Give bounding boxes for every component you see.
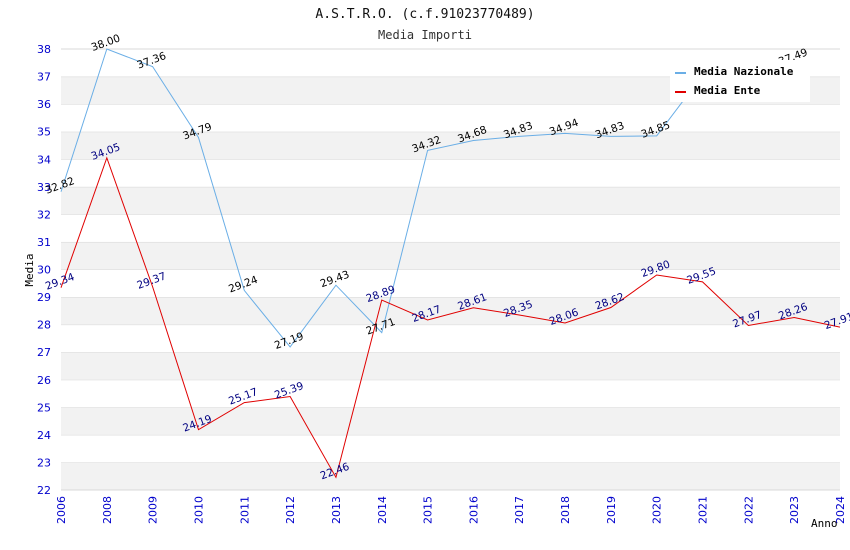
grid-band bbox=[61, 269, 840, 298]
grid-band bbox=[61, 214, 840, 242]
series-line-nazionale bbox=[60, 48, 703, 348]
y-tick-label: 28 bbox=[37, 319, 51, 332]
x-tick-label: 2010 bbox=[192, 496, 205, 524]
grid-band bbox=[61, 241, 840, 270]
grid-band bbox=[61, 434, 840, 463]
x-tick-label: 2020 bbox=[651, 496, 664, 524]
legend: Media Nazionale Media Ente bbox=[670, 60, 810, 102]
y-tick-label: 24 bbox=[37, 429, 51, 442]
x-tick-label: 2013 bbox=[330, 496, 343, 524]
x-tick-label: 2021 bbox=[697, 496, 710, 524]
y-tick-label: 32 bbox=[37, 208, 51, 221]
grid-band bbox=[61, 159, 840, 187]
series-lines bbox=[60, 48, 841, 479]
grid-band bbox=[61, 324, 840, 353]
x-axis-ticks: 2006 2008 2009 2010 2011 2012 2013 2014 2015 2016… bbox=[55, 496, 847, 524]
x-axis-label: Anno bbox=[811, 517, 838, 530]
x-tick-label: 2012 bbox=[284, 496, 297, 524]
x-tick-label: 2016 bbox=[467, 496, 480, 524]
x-tick-label: 2011 bbox=[238, 496, 251, 524]
legend-label-ente: Media Ente bbox=[694, 84, 761, 97]
y-tick-label: 36 bbox=[37, 98, 51, 111]
y-tick-label: 26 bbox=[37, 374, 51, 387]
x-tick-label: 2023 bbox=[788, 496, 801, 524]
x-tick-label: 2022 bbox=[742, 496, 755, 524]
y-tick-label: 27 bbox=[37, 346, 51, 359]
x-tick-label: 2014 bbox=[376, 496, 389, 524]
y-tick-label: 33 bbox=[37, 181, 51, 194]
grid-band bbox=[61, 297, 840, 325]
x-tick-label: 2006 bbox=[55, 496, 68, 524]
x-tick-label: 2015 bbox=[422, 496, 435, 524]
y-tick-label: 38 bbox=[37, 43, 51, 56]
grid-band bbox=[61, 104, 840, 132]
x-tick-label: 2008 bbox=[101, 496, 114, 524]
y-tick-label: 31 bbox=[37, 236, 51, 249]
y-tick-label: 25 bbox=[37, 401, 51, 414]
y-tick-label: 23 bbox=[37, 456, 51, 469]
y-tick-label: 30 bbox=[37, 264, 51, 277]
x-tick-label: 2009 bbox=[147, 496, 160, 524]
chart-subtitle: Media Importi bbox=[378, 28, 472, 42]
grid-band bbox=[61, 462, 840, 490]
plot-bands bbox=[61, 48, 840, 491]
legend-label-nazionale: Media Nazionale bbox=[694, 65, 794, 78]
chart-title: A.S.T.R.O. (c.f.91023770489) bbox=[315, 7, 534, 22]
grid-band bbox=[61, 407, 840, 435]
x-tick-label: 2024 bbox=[834, 496, 847, 524]
grid-band bbox=[61, 379, 840, 408]
y-tick-label: 22 bbox=[37, 484, 51, 497]
x-tick-label: 2017 bbox=[513, 496, 526, 524]
x-tick-label: 2019 bbox=[605, 496, 618, 524]
legend-box bbox=[670, 60, 810, 102]
grid-band bbox=[61, 186, 840, 215]
y-tick-label: 35 bbox=[37, 126, 51, 139]
x-tick-label: 2018 bbox=[559, 496, 572, 524]
series-line-ente bbox=[60, 156, 841, 479]
y-axis-ticks: 22 23 24 25 26 27 28 29 30 31 32 33 34 35 36 37 38 bbox=[37, 43, 51, 497]
y-tick-label: 29 bbox=[37, 291, 51, 304]
y-tick-label: 37 bbox=[37, 71, 51, 84]
grid-band bbox=[61, 352, 840, 380]
y-axis-label: Media bbox=[23, 253, 36, 286]
y-tick-label: 34 bbox=[37, 153, 51, 166]
